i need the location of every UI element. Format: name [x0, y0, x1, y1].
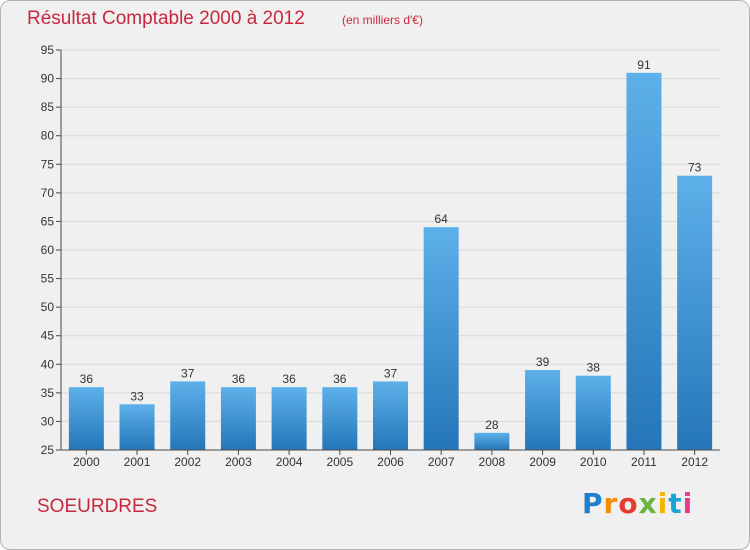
y-tick-label: 80 [41, 129, 55, 143]
proxiti-logo: Proxiti [582, 487, 693, 520]
y-tick-label: 30 [41, 414, 55, 428]
x-tick-label: 2002 [174, 455, 201, 469]
bar [525, 370, 561, 450]
y-tick-label: 90 [41, 72, 55, 86]
y-tick-label: 35 [41, 386, 55, 400]
bar [423, 227, 459, 450]
y-tick-label: 65 [41, 214, 55, 228]
bar [474, 432, 510, 450]
bar [68, 387, 104, 450]
x-tick-label: 2001 [124, 455, 151, 469]
y-tick-label: 45 [41, 329, 55, 343]
x-tick-label: 2006 [377, 455, 404, 469]
bar [373, 381, 408, 450]
data-label: 36 [333, 372, 347, 386]
x-tick-label: 2005 [326, 455, 353, 469]
data-label: 37 [384, 366, 398, 380]
logo-letter: i [682, 487, 694, 520]
y-tick-label: 85 [41, 100, 55, 114]
data-label: 28 [485, 418, 499, 432]
bar [626, 72, 662, 450]
y-tick-label: 25 [41, 443, 55, 457]
chart-subtitle: (en milliers d'€) [342, 13, 423, 27]
labels: 25 30 35 40 45 50 55 60 65 70 75 80 85 90 95 36 2000 33 20… [41, 43, 709, 469]
x-tick-label: 2007 [428, 455, 455, 469]
y-tick-label: 50 [41, 300, 55, 314]
y-tick-label: 95 [41, 43, 55, 57]
data-label: 38 [587, 361, 601, 375]
x-tick-label: 2003 [225, 455, 252, 469]
y-tick-label: 75 [41, 157, 55, 171]
bars [68, 72, 713, 450]
x-tick-label: 2010 [580, 455, 607, 469]
logo-letter: o [618, 487, 639, 520]
data-label: 36 [232, 372, 246, 386]
bar [322, 387, 358, 450]
data-label: 37 [181, 366, 195, 380]
y-tick-label: 70 [41, 186, 55, 200]
y-tick-label: 40 [41, 357, 55, 371]
data-label: 33 [130, 389, 144, 403]
data-label: 91 [637, 58, 651, 72]
data-label: 73 [688, 161, 702, 175]
data-label: 36 [80, 372, 94, 386]
axes [56, 49, 720, 455]
bar [575, 375, 611, 450]
y-tick-label: 55 [41, 272, 55, 286]
logo-letter: P [582, 487, 604, 520]
logo-letter: i [657, 487, 669, 520]
y-tick-label: 60 [41, 243, 55, 257]
bar [170, 381, 206, 450]
bar [271, 387, 307, 450]
data-label: 36 [282, 372, 296, 386]
data-label: 39 [536, 355, 550, 369]
x-tick-label: 2012 [681, 455, 708, 469]
bar [677, 175, 713, 450]
logo-letter: r [603, 487, 619, 520]
chart-title: Résultat Comptable 2000 à 2012 [27, 8, 305, 29]
x-tick-label: 2004 [276, 455, 303, 469]
x-tick-label: 2009 [529, 455, 556, 469]
logo-letter: t [668, 487, 683, 520]
bar [119, 404, 155, 450]
place-name: SOEURDRES [37, 496, 158, 517]
x-tick-label: 2011 [631, 455, 657, 469]
x-tick-label: 2000 [73, 455, 100, 469]
logo-letter: x [638, 487, 658, 520]
data-label: 64 [435, 212, 449, 226]
bar [220, 387, 256, 450]
x-tick-label: 2008 [479, 455, 506, 469]
